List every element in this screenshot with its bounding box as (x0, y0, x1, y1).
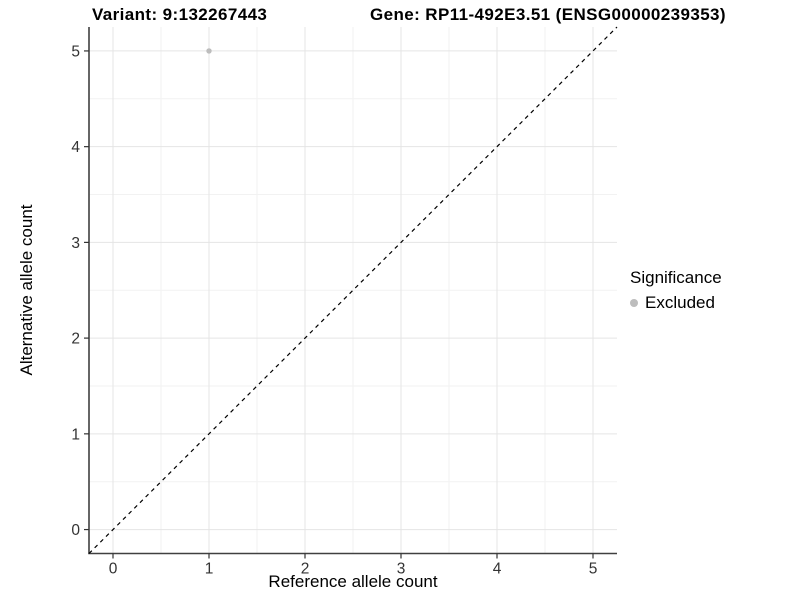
legend-point-icon (630, 299, 638, 307)
data-point (206, 48, 212, 54)
x-tick-label: 2 (301, 561, 310, 578)
y-axis-label: Alternative allele count (17, 204, 36, 376)
legend-item-label: Excluded (645, 293, 715, 312)
gene-title: Gene: RP11-492E3.51 (ENSG00000239353) (370, 5, 726, 24)
x-tick-label: 1 (205, 561, 214, 578)
variant-title: Variant: 9:132267443 (92, 5, 268, 24)
y-tick-label: 4 (71, 139, 80, 156)
x-tick-label: 4 (493, 561, 502, 578)
x-tick-label: 5 (589, 561, 598, 578)
x-axis-label: Reference allele count (268, 572, 438, 591)
x-tick-label: 3 (397, 561, 406, 578)
y-tick-label: 3 (71, 235, 80, 252)
legend-item-excluded: Excluded (630, 293, 722, 313)
legend: Significance Excluded (630, 268, 722, 313)
y-tick-label: 1 (71, 426, 80, 443)
legend-title: Significance (630, 268, 722, 287)
y-tick-label: 2 (71, 331, 80, 348)
y-tick-label: 0 (71, 522, 80, 539)
x-tick-label: 0 (109, 561, 118, 578)
y-tick-label: 5 (71, 43, 80, 60)
